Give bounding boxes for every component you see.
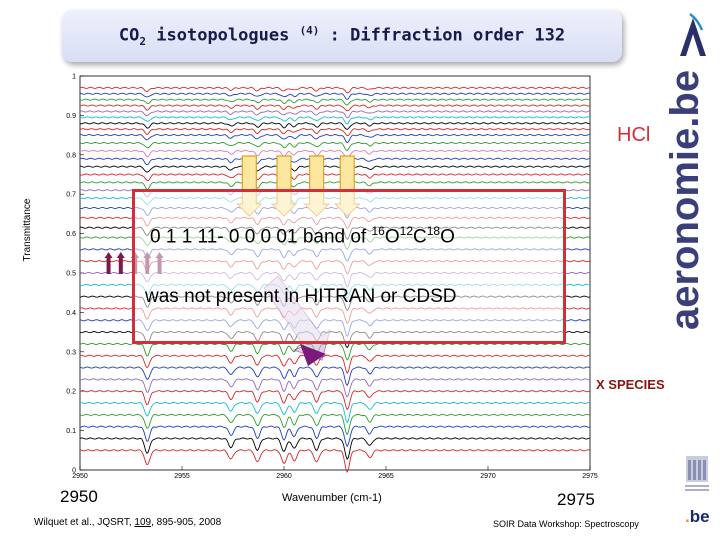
y-tick-label: 1 xyxy=(72,74,76,81)
y-tick-label: 0 xyxy=(72,468,76,475)
workshop-label: SOIR Data Workshop: Spectroscopy xyxy=(493,519,639,529)
spectrum-series xyxy=(79,354,591,374)
spectrum-series xyxy=(79,149,591,159)
x-tick-label: 2950 xyxy=(72,473,88,480)
spectrum-series xyxy=(79,449,591,474)
spectrum-series xyxy=(79,181,591,192)
y-tick-label: 0.1 xyxy=(66,428,76,435)
y-tick-label: 0.3 xyxy=(66,349,76,356)
up-arrow xyxy=(116,252,125,274)
x-tick-label: 2975 xyxy=(582,473,598,480)
spectrum-series xyxy=(79,116,591,125)
x-axis-label: Wavenumber (cm-1) xyxy=(282,492,382,504)
spectrum-series xyxy=(79,437,591,461)
y-tick-label: 0.7 xyxy=(66,192,76,199)
band-annotation: 0 1 1 11- 0 0 0 01 band of 16O12C18O xyxy=(150,224,455,248)
wavenumber-left: 2950 xyxy=(60,487,98,506)
spectrum-series xyxy=(79,342,591,361)
y-axis-label: Transmittance xyxy=(22,198,33,262)
x-species-label: X SPECIES xyxy=(596,377,665,392)
library-logo xyxy=(685,456,709,491)
aeronomie-brand: aeronomie.be xyxy=(663,69,707,330)
x-tick-label: 2970 xyxy=(480,473,496,480)
spectrum-series xyxy=(79,128,591,137)
spectrum-series xyxy=(79,134,591,144)
spectrum-series xyxy=(79,413,591,436)
spectrum-series xyxy=(79,378,591,398)
spectrum-series xyxy=(79,92,591,101)
citation: Wilquet et al., JQSRT, 109, 895-905, 200… xyxy=(34,517,222,528)
pointer-arrowhead xyxy=(300,344,326,366)
up-arrow xyxy=(104,252,113,274)
annotation-box xyxy=(132,189,566,344)
y-tick-label: 0.6 xyxy=(66,231,76,238)
title-banner: CO2 isotopologues (4) : Diffraction orde… xyxy=(62,10,622,62)
institute-logo xyxy=(680,13,706,56)
y-tick-label: 0.8 xyxy=(66,152,76,159)
y-tick-label: 0.9 xyxy=(66,113,76,120)
spectrum-series xyxy=(79,366,591,387)
y-tick-label: 0.4 xyxy=(66,310,76,317)
spectrum-series xyxy=(79,390,591,411)
band-note: was not present in HITRAN or CDSD xyxy=(145,286,457,307)
spectrum-series xyxy=(79,165,591,177)
spectrum-series xyxy=(79,110,591,119)
spectrum-series xyxy=(79,401,591,424)
y-tick-label: 0.5 xyxy=(66,271,76,278)
hcl-label: HCl xyxy=(617,124,651,146)
y-tick-label: 0.2 xyxy=(66,389,76,396)
spectrum-series xyxy=(79,86,591,94)
spectrum-series xyxy=(79,98,591,106)
spectrum-series xyxy=(79,122,591,130)
spectrum-series xyxy=(79,173,591,184)
be-logo: .be xyxy=(685,507,710,526)
title-text: CO2 isotopologues (4) : Diffraction orde… xyxy=(118,23,566,49)
spectrum-series xyxy=(79,157,591,168)
x-tick-label: 2955 xyxy=(174,473,190,480)
x-tick-label: 2960 xyxy=(276,473,292,480)
spectrum-series xyxy=(79,425,591,448)
wavenumber-right: 2975 xyxy=(557,490,595,509)
spectrum-series xyxy=(79,141,591,152)
spectrum-series xyxy=(79,104,591,112)
x-tick-label: 2965 xyxy=(378,473,394,480)
